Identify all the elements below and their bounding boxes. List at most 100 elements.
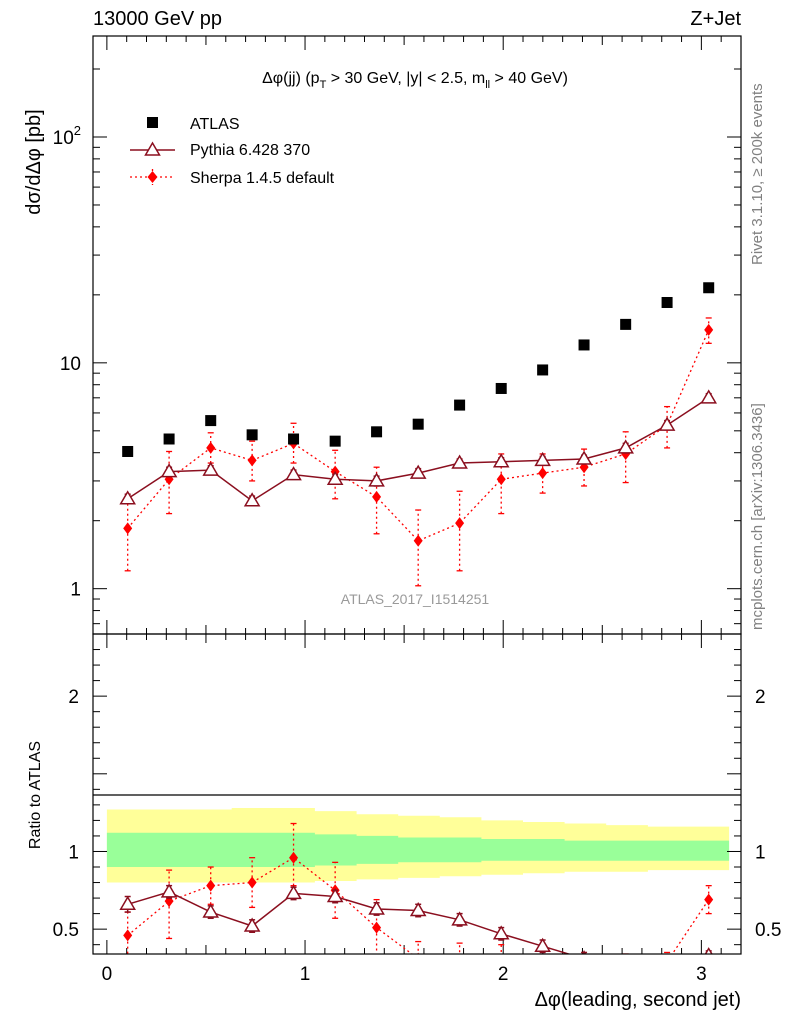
top-atlas-point [371,426,383,438]
rivet-label: Rivet 3.1.10, ≥ 200k events [749,83,766,265]
x-tick-label: 0 [102,964,113,985]
ratio-pythia-point [451,911,468,926]
bottom-y-tick-label-right: 1 [755,842,766,863]
x-axis-label: Δφ(leading, second jet) [535,989,741,1011]
bottom-y-tick-label: 0.5 [53,920,79,941]
top-panel-data [119,282,718,587]
top-atlas-point [288,433,300,445]
ratio-sherpa-point [247,876,257,889]
top-atlas-point [661,296,673,308]
top-atlas-point [703,282,715,294]
top-y-tick-label: 1 [70,580,81,601]
ratio-pythia-point [409,902,427,917]
top-ylabel: dσ/dΔφ [pb] [23,109,45,214]
ratio-pythia-point [619,956,633,968]
top-pythia-point [285,466,302,481]
ratio-sherpa-point [123,929,133,942]
ratio-pythia-point [492,925,510,940]
top-pythia-point [700,389,718,404]
top-atlas-point [537,364,549,376]
legend: ATLAS Pythia 6.428 370 Sherpa 1.4.5 defa… [130,116,335,187]
ratio-pythia-point [666,953,668,954]
bottom-y-tick-label: 2 [68,687,79,708]
top-sherpa-point [372,490,382,503]
bottom-y-tick-label-right: 2 [755,687,766,708]
top-sherpa-point [496,473,506,486]
top-panel-title: Δφ(jj) (pT > 30 GeV, |y| < 2.5, mll > 40… [262,70,568,91]
bottom-y-tick-label-right: 0.5 [755,920,781,941]
ratio-sherpa-point [704,893,714,906]
top-pythia-point [243,492,261,507]
x-tick-label: 3 [696,964,707,985]
top-pythia-point [534,451,551,467]
ratio-pythia-point [368,900,385,915]
top-atlas-point [495,382,507,394]
top-atlas-point [454,399,466,411]
ratio-pythia-point [326,888,344,903]
top-pythia-point [451,454,468,469]
ratio-pythia-point [119,895,136,911]
ratio-pythia-point [534,937,551,952]
top-pythia-point [575,450,593,465]
top-sherpa-point [413,534,423,547]
top-pythia-point [119,490,136,505]
axis-ticks: 1 10 102 0.5 0.5 1 1 2 2 0 1 2 3 [53,36,781,985]
header-right: Z+Jet [690,8,741,30]
top-sherpa-point [206,441,216,454]
top-sherpa-point [538,467,548,480]
top-atlas-point [578,339,590,351]
top-atlas-point [246,429,258,441]
legend-atlas-label: ATLAS [190,116,240,133]
legend-atlas-marker [147,117,158,128]
ratio-sherpa-line [127,856,710,954]
ratio-sherpa-point [621,959,630,971]
bottom-panel-data [119,822,714,974]
ratio-pythia-point [243,917,261,932]
top-atlas-point [329,435,341,447]
top-y-tick-label: 10 [60,354,81,375]
bottom-y-tick-label: 1 [68,842,79,863]
x-tick-label: 2 [498,964,509,985]
mcplots-label: mcplots.cern.ch [arXiv:1306.3436] [749,403,766,630]
ratio-sherpa-point [372,921,382,934]
top-sherpa-point [704,323,714,336]
top-y-tick-label: 102 [53,123,81,149]
top-pythia-point [658,416,676,431]
top-atlas-point [620,318,632,330]
top-pythia-point [202,461,220,476]
top-atlas-point [163,433,175,445]
ratio-sherpa-point [538,962,547,974]
top-pythia-point [160,463,178,478]
ratio-pythia-point [202,903,220,918]
legend-pythia-label: Pythia 6.428 370 [190,142,310,159]
ratio-sherpa-point [663,956,672,968]
bottom-ylabel: Ratio to ATLAS [27,741,44,849]
top-atlas-point [412,418,424,430]
top-pythia-point [617,439,634,454]
bottom-panel-frame [92,633,742,955]
top-sherpa-point [455,517,465,530]
top-sherpa-point [247,454,257,467]
inner-band [106,832,730,867]
analysis-watermark: ATLAS_2017_I1514251 [341,591,490,607]
top-pythia-point [326,470,344,486]
ratio-sherpa-point [206,879,216,892]
ratio-pythia-point [285,884,302,900]
top-sherpa-line [127,329,710,542]
top-pythia-point [409,464,427,479]
ratio-pythia-point [704,947,713,954]
header-left: 13000 GeV pp [93,8,222,30]
ratio-pythia-point [160,883,178,898]
top-pythia-point [492,453,510,468]
ratio-sherpa-point [580,962,589,974]
top-sherpa-point [123,522,133,535]
top-pythia-point [368,472,385,487]
legend-pythia-marker [144,141,161,156]
x-tick-label: 1 [300,964,311,985]
top-atlas-point [205,415,217,427]
top-atlas-point [122,445,134,457]
legend-sherpa-marker [147,171,158,183]
legend-sherpa-label: Sherpa 1.4.5 default [190,170,335,187]
uncertainty-band [106,808,730,883]
